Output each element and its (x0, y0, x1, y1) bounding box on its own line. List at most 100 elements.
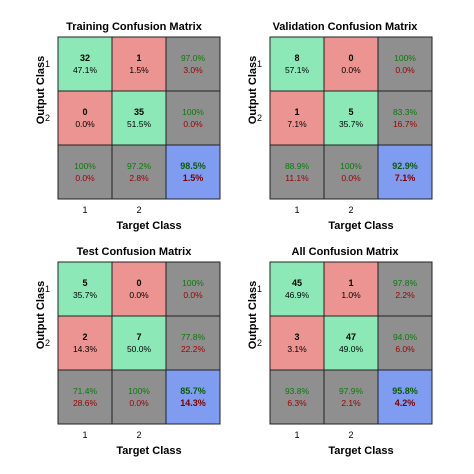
y-tick-label: 1 (45, 284, 50, 294)
incorrect-percent-label: 3.1% (287, 344, 307, 354)
matrix-title: Training Confusion Matrix (66, 21, 203, 33)
incorrect-value-label: 3 (294, 332, 299, 342)
col-summary-cell (269, 369, 325, 425)
overall-error-label: 14.3% (180, 398, 206, 408)
correct-cell (269, 261, 325, 317)
incorrect-cell (111, 261, 167, 317)
col-summary-cell (323, 144, 379, 200)
correct-percent-label: 50.0% (127, 344, 152, 354)
overall-accuracy-label: 85.7% (180, 386, 206, 396)
overall-error-label: 7.1% (395, 173, 416, 183)
row-summary-cell (165, 315, 221, 371)
col-summary-percent-label: 0.0% (129, 398, 149, 408)
y-tick-label: 2 (257, 338, 262, 348)
correct-cell (57, 36, 113, 92)
col-summary-percent-label: 2.1% (341, 398, 361, 408)
col-summary-value-label: 100% (340, 161, 362, 171)
row-summary-value-label: 97.8% (393, 278, 418, 288)
row-summary-value-label: 83.3% (393, 107, 418, 117)
col-summary-percent-label: 0.0% (75, 173, 95, 183)
confusion-matrix-3: Test Confusion Matrix 5 35.7% 0 0.0% 100% 0.0%… (35, 246, 221, 457)
col-summary-value-label: 71.4% (73, 386, 98, 396)
correct-percent-label: 35.7% (339, 119, 364, 129)
incorrect-percent-label: 1.5% (129, 65, 149, 75)
row-summary-percent-label: 0.0% (395, 65, 415, 75)
col-summary-value-label: 100% (128, 386, 150, 396)
correct-percent-label: 49.0% (339, 344, 364, 354)
matrix-title: All Confusion Matrix (292, 246, 400, 258)
matrix-title: Validation Confusion Matrix (273, 21, 419, 33)
correct-value-label: 5 (82, 278, 87, 288)
col-summary-cell (57, 144, 113, 200)
x-axis-label: Target Class (116, 445, 181, 457)
y-tick-label: 1 (45, 59, 50, 69)
col-summary-percent-label: 2.8% (129, 173, 149, 183)
incorrect-value-label: 0 (82, 107, 87, 117)
correct-percent-label: 46.9% (285, 290, 310, 300)
overall-accuracy-label: 98.5% (180, 161, 206, 171)
incorrect-value-label: 0 (348, 53, 353, 63)
col-summary-value-label: 88.9% (285, 161, 310, 171)
x-tick-label: 1 (294, 430, 299, 440)
correct-cell (111, 90, 167, 146)
y-tick-label: 2 (45, 338, 50, 348)
y-tick-label: 2 (45, 113, 50, 123)
y-tick-label: 2 (257, 113, 262, 123)
row-summary-value-label: 100% (182, 107, 204, 117)
correct-percent-label: 35.7% (73, 290, 98, 300)
row-summary-cell (377, 36, 433, 92)
y-axis-label: Output Class (247, 281, 259, 349)
row-summary-value-label: 100% (394, 53, 416, 63)
correct-value-label: 47 (346, 332, 356, 342)
col-summary-value-label: 97.9% (339, 386, 364, 396)
col-summary-percent-label: 11.1% (285, 173, 309, 183)
correct-cell (323, 90, 379, 146)
incorrect-cell (111, 36, 167, 92)
col-summary-percent-label: 6.3% (287, 398, 307, 408)
row-summary-cell (377, 315, 433, 371)
incorrect-value-label: 0 (136, 278, 141, 288)
overall-cell (377, 144, 433, 200)
correct-value-label: 32 (80, 53, 90, 63)
col-summary-cell (111, 144, 167, 200)
x-tick-label: 1 (294, 205, 299, 215)
row-summary-percent-label: 16.7% (393, 119, 418, 129)
y-tick-label: 1 (257, 59, 262, 69)
row-summary-percent-label: 22.2% (181, 344, 206, 354)
correct-percent-label: 51.5% (127, 119, 152, 129)
col-summary-value-label: 93.8% (285, 386, 310, 396)
incorrect-percent-label: 7.1% (287, 119, 307, 129)
x-tick-label: 2 (136, 430, 141, 440)
incorrect-percent-label: 0.0% (341, 65, 361, 75)
overall-cell (377, 369, 433, 425)
row-summary-percent-label: 3.0% (183, 65, 203, 75)
correct-value-label: 7 (136, 332, 141, 342)
y-axis-label: Output Class (35, 56, 47, 124)
confusion-matrix-1: Training Confusion Matrix 32 47.1% 1 1.5% 97.… (35, 21, 221, 232)
overall-accuracy-label: 95.8% (392, 386, 418, 396)
col-summary-cell (57, 369, 113, 425)
incorrect-value-label: 2 (82, 332, 87, 342)
incorrect-value-label: 1 (136, 53, 141, 63)
x-tick-label: 1 (82, 430, 87, 440)
y-axis-label: Output Class (247, 56, 259, 124)
overall-cell (165, 369, 221, 425)
row-summary-cell (377, 261, 433, 317)
row-summary-percent-label: 0.0% (183, 290, 203, 300)
incorrect-cell (323, 261, 379, 317)
confusion-matrix-4: All Confusion Matrix 45 46.9% 1 1.0% 97.8% 2.2… (247, 246, 433, 457)
correct-value-label: 8 (294, 53, 299, 63)
incorrect-value-label: 1 (294, 107, 299, 117)
incorrect-value-label: 1 (348, 278, 353, 288)
row-summary-cell (165, 261, 221, 317)
row-summary-percent-label: 2.2% (395, 290, 415, 300)
incorrect-cell (323, 36, 379, 92)
confusion-matrix-2: Validation Confusion Matrix857.1%00.0%10… (247, 21, 433, 232)
row-summary-value-label: 97.0% (181, 53, 206, 63)
incorrect-cell (57, 315, 113, 371)
correct-cell (269, 36, 325, 92)
correct-value-label: 35 (134, 107, 144, 117)
col-summary-percent-label: 0.0% (341, 173, 361, 183)
incorrect-cell (269, 315, 325, 371)
